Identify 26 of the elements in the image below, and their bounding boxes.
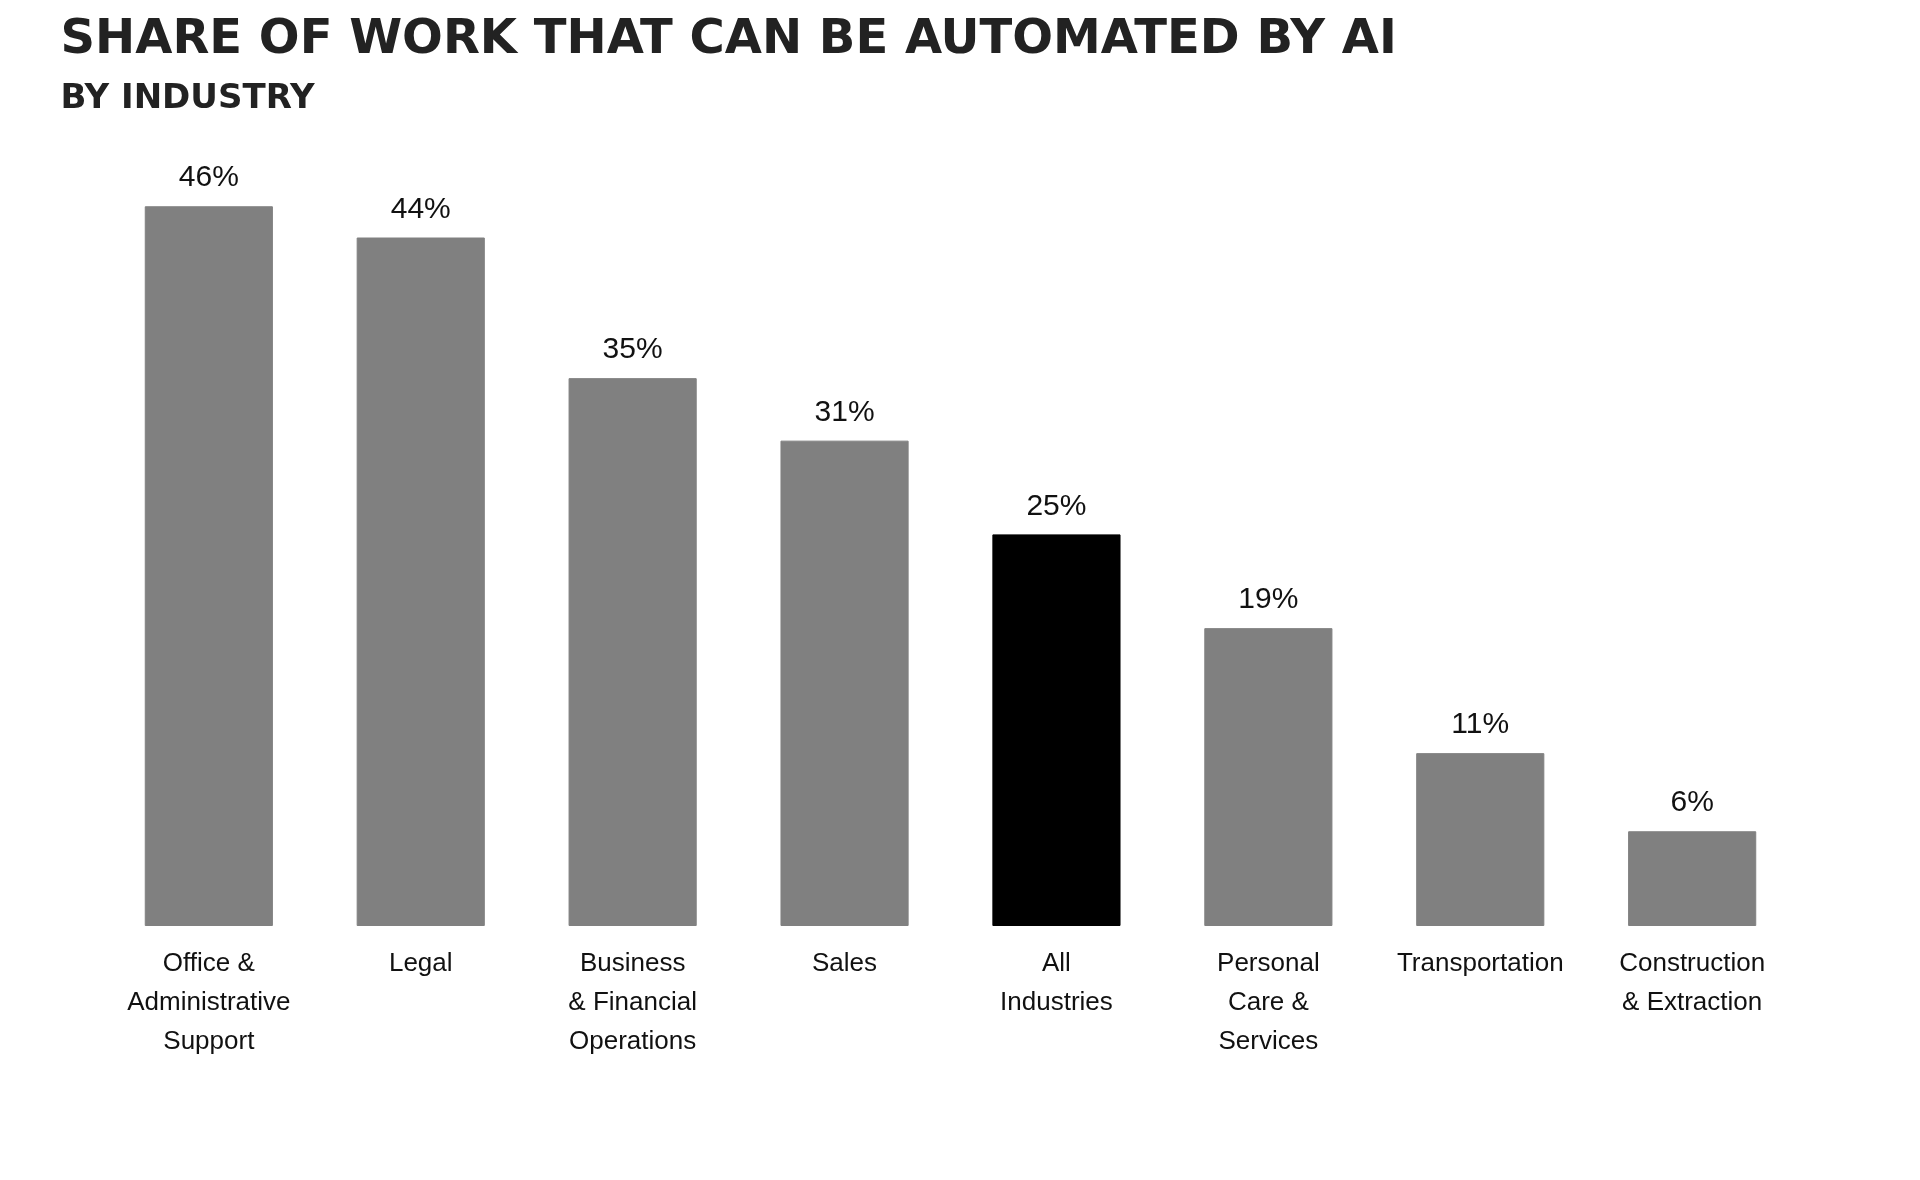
bar bbox=[568, 378, 697, 926]
data-label: 35% bbox=[602, 331, 663, 365]
data-label: 6% bbox=[1670, 784, 1714, 818]
bar bbox=[780, 440, 909, 926]
data-label: 11% bbox=[1451, 706, 1510, 740]
x-tick-label: Construction & Extraction bbox=[1619, 947, 1766, 1017]
data-label: 25% bbox=[1026, 487, 1087, 521]
x-tick-label: Sales bbox=[812, 947, 878, 978]
x-tick-label: Transportation bbox=[1396, 947, 1564, 978]
chart-subtitle: BY INDUSTRY bbox=[60, 75, 315, 116]
chart-title: SHARE OF WORK THAT CAN BE AUTOMATED BY AI bbox=[60, 7, 1397, 64]
x-tick-label: All Industries bbox=[1000, 947, 1113, 1017]
data-label: 31% bbox=[814, 393, 875, 427]
bar bbox=[1416, 753, 1545, 926]
x-tick-label: Office & Administrative Support bbox=[127, 947, 291, 1056]
x-tick-label: Personal Care & Services bbox=[1217, 947, 1320, 1056]
x-tick-label: Business & Financial Operations bbox=[568, 947, 697, 1056]
bar bbox=[356, 237, 485, 926]
x-tick-label: Legal bbox=[388, 947, 453, 978]
bar bbox=[1628, 831, 1757, 926]
bar bbox=[992, 534, 1121, 926]
data-label: 46% bbox=[178, 159, 239, 193]
bar bbox=[144, 206, 273, 926]
bar bbox=[1204, 628, 1333, 926]
data-label: 44% bbox=[390, 190, 451, 224]
data-label: 19% bbox=[1238, 581, 1299, 615]
